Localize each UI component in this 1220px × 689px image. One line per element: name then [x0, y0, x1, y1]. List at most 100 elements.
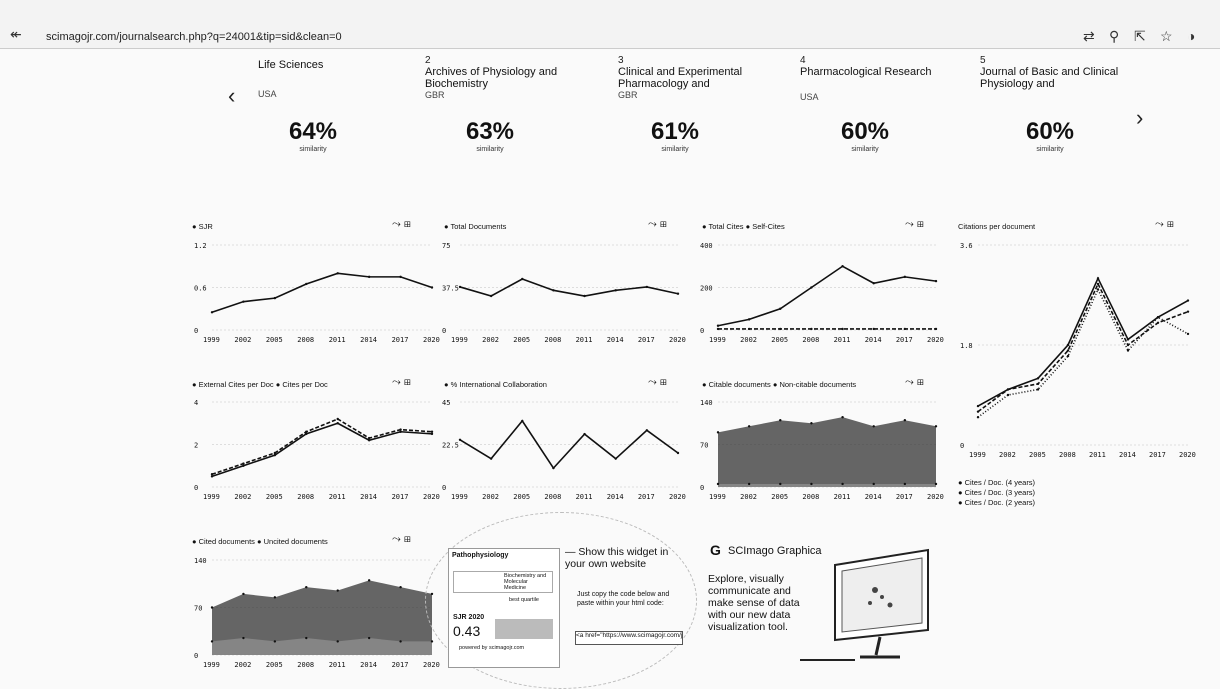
share-icon[interactable]: ⇱ — [1134, 28, 1146, 44]
data-point — [1126, 343, 1130, 347]
chart-legend[interactable]: ● Total Documents — [444, 222, 507, 231]
x-tick-label: 2002 — [740, 336, 757, 344]
x-tick-label: 2005 — [266, 336, 283, 344]
data-point — [903, 419, 907, 422]
data-point — [841, 327, 844, 331]
carousel-prev-button[interactable]: ‹ — [228, 83, 236, 108]
line-series — [977, 287, 1189, 418]
data-point — [336, 640, 339, 643]
card-title[interactable]: Life Sciences — [258, 59, 324, 71]
carousel-next-button[interactable]: › — [1136, 105, 1144, 130]
data-point — [305, 636, 308, 640]
graphica-title[interactable]: SCImago Graphica — [728, 545, 822, 557]
chart-legend-cpd[interactable]: ● Cites / Doc. (4 years) ● Cites / Doc. … — [958, 478, 1036, 507]
x-tick-label: 2005 — [266, 493, 283, 501]
data-point — [614, 289, 617, 292]
data-point — [841, 482, 844, 486]
data-point — [399, 640, 402, 643]
chart-view-icons[interactable]: ⤳ ⊞ — [392, 533, 411, 545]
widget-powered-by: powered by scimagojr.com — [459, 645, 525, 651]
x-tick-label: 2008 — [1059, 451, 1076, 459]
x-tick-label: 1999 — [203, 336, 220, 344]
data-point — [841, 265, 844, 268]
y-tick-label: 400 — [700, 242, 713, 250]
data-point — [934, 279, 938, 283]
data-point — [934, 482, 938, 486]
data-point — [747, 425, 751, 428]
widget-preview[interactable]: Pathophysiology Biochemistry and Molecul… — [448, 548, 560, 668]
chart-legend[interactable]: ● Total Cites ● Self-Cites — [702, 222, 785, 231]
x-tick-label: 2011 — [1089, 451, 1106, 459]
x-tick-label: 2008 — [297, 661, 314, 669]
chart-legend[interactable]: ● Citable documents ● Non-citable docume… — [702, 380, 857, 389]
chart-legend[interactable]: ● External Cites per Doc ● Cites per Doc — [192, 380, 328, 389]
data-point — [583, 294, 586, 298]
data-point — [399, 428, 402, 431]
data-point — [1096, 288, 1100, 291]
card-title[interactable]: Journal of Basic and Clinical Physiology… — [980, 66, 1119, 90]
chart-view-icons[interactable]: ⤳ ⊞ — [905, 218, 924, 230]
monitor-illustration — [800, 548, 929, 661]
chart-view-icons[interactable]: ⤳ ⊞ — [648, 376, 667, 388]
similar-journal-card-4[interactable]: 4 Pharmacological Research USA — [800, 55, 960, 102]
line-series — [211, 418, 433, 476]
x-tick-label: 2011 — [576, 336, 593, 344]
x-tick-label: 2020 — [927, 493, 944, 501]
data-point — [242, 636, 245, 640]
x-tick-label: 2011 — [834, 493, 851, 501]
card-title[interactable]: Archives of Physiology and Biochemistry — [425, 66, 558, 90]
chart-view-icons[interactable]: ⤳ ⊞ — [1155, 218, 1174, 230]
card-title[interactable]: Pharmacological Research — [800, 66, 932, 78]
widget-code-field[interactable]: <a href="https://www.scimagojr.com/journ… — [575, 631, 683, 645]
x-tick-label: 2002 — [482, 493, 499, 501]
data-point — [645, 285, 649, 289]
widget-category: Biochemistry and Molecular Medicine — [453, 571, 553, 593]
chart-view-icons[interactable]: ⤳ ⊞ — [648, 218, 667, 230]
x-tick-label: 2014 — [360, 661, 377, 669]
star-icon[interactable]: ☆ — [1160, 28, 1173, 44]
data-point — [934, 327, 938, 331]
data-point — [779, 482, 782, 486]
graphica-logo: G — [710, 542, 721, 558]
data-point — [367, 579, 371, 582]
data-point — [242, 462, 245, 465]
data-point — [521, 277, 524, 281]
data-point — [779, 307, 782, 310]
y-tick-label: 0 — [194, 484, 198, 492]
data-point — [305, 282, 308, 286]
data-point — [1066, 349, 1070, 352]
x-tick-label: 2008 — [297, 493, 314, 501]
x-tick-label: 2020 — [1179, 451, 1196, 459]
data-point — [336, 589, 339, 592]
y-tick-label: 0 — [442, 484, 446, 492]
y-tick-label: 0 — [700, 484, 704, 492]
y-tick-label: 0 — [194, 327, 198, 335]
chart-legend[interactable]: ● SJR — [192, 222, 213, 231]
address-bar[interactable]: scimagojr.com/journalsearch.php?q=24001&… — [46, 31, 342, 43]
x-tick-label: 2002 — [234, 493, 251, 501]
similar-journal-card-1[interactable]: Life Sciences USA — [258, 55, 408, 99]
extension-icon[interactable]: ◑ — [1187, 28, 1196, 44]
chart-legend[interactable]: ● % International Collaboration — [444, 380, 547, 389]
x-tick-label: 2017 — [392, 661, 409, 669]
data-point — [399, 430, 402, 433]
translate-icon[interactable]: ⇄ — [1083, 28, 1095, 44]
line-series — [211, 272, 433, 314]
tab-icon[interactable]: ↞ — [10, 26, 22, 42]
chart-legend[interactable]: ● Cited documents ● Uncited documents — [192, 537, 328, 546]
zoom-icon[interactable]: ⚲ — [1109, 28, 1120, 44]
chart-view-icons[interactable]: ⤳ ⊞ — [392, 218, 411, 230]
x-tick-label: 2017 — [896, 493, 913, 501]
chart-view-icons[interactable]: ⤳ ⊞ — [905, 376, 924, 388]
chart-view-icons[interactable]: ⤳ ⊞ — [392, 376, 411, 388]
chart-legend[interactable]: Citations per document — [958, 222, 1036, 231]
data-point — [841, 415, 844, 419]
card-title[interactable]: Clinical and Experimental Pharmacology a… — [618, 66, 743, 90]
x-tick-label: 1999 — [451, 493, 468, 501]
similar-journal-card-2[interactable]: 2 Archives of Physiology and Biochemistr… — [425, 55, 585, 100]
x-tick-label: 2005 — [513, 336, 530, 344]
widget-journal-title: Pathophysiology — [452, 552, 509, 559]
similar-journal-card-5[interactable]: 5 Journal of Basic and Clinical Physiolo… — [980, 55, 1140, 90]
data-point — [747, 318, 751, 321]
similar-journal-card-3[interactable]: 3 Clinical and Experimental Pharmacology… — [618, 55, 778, 100]
